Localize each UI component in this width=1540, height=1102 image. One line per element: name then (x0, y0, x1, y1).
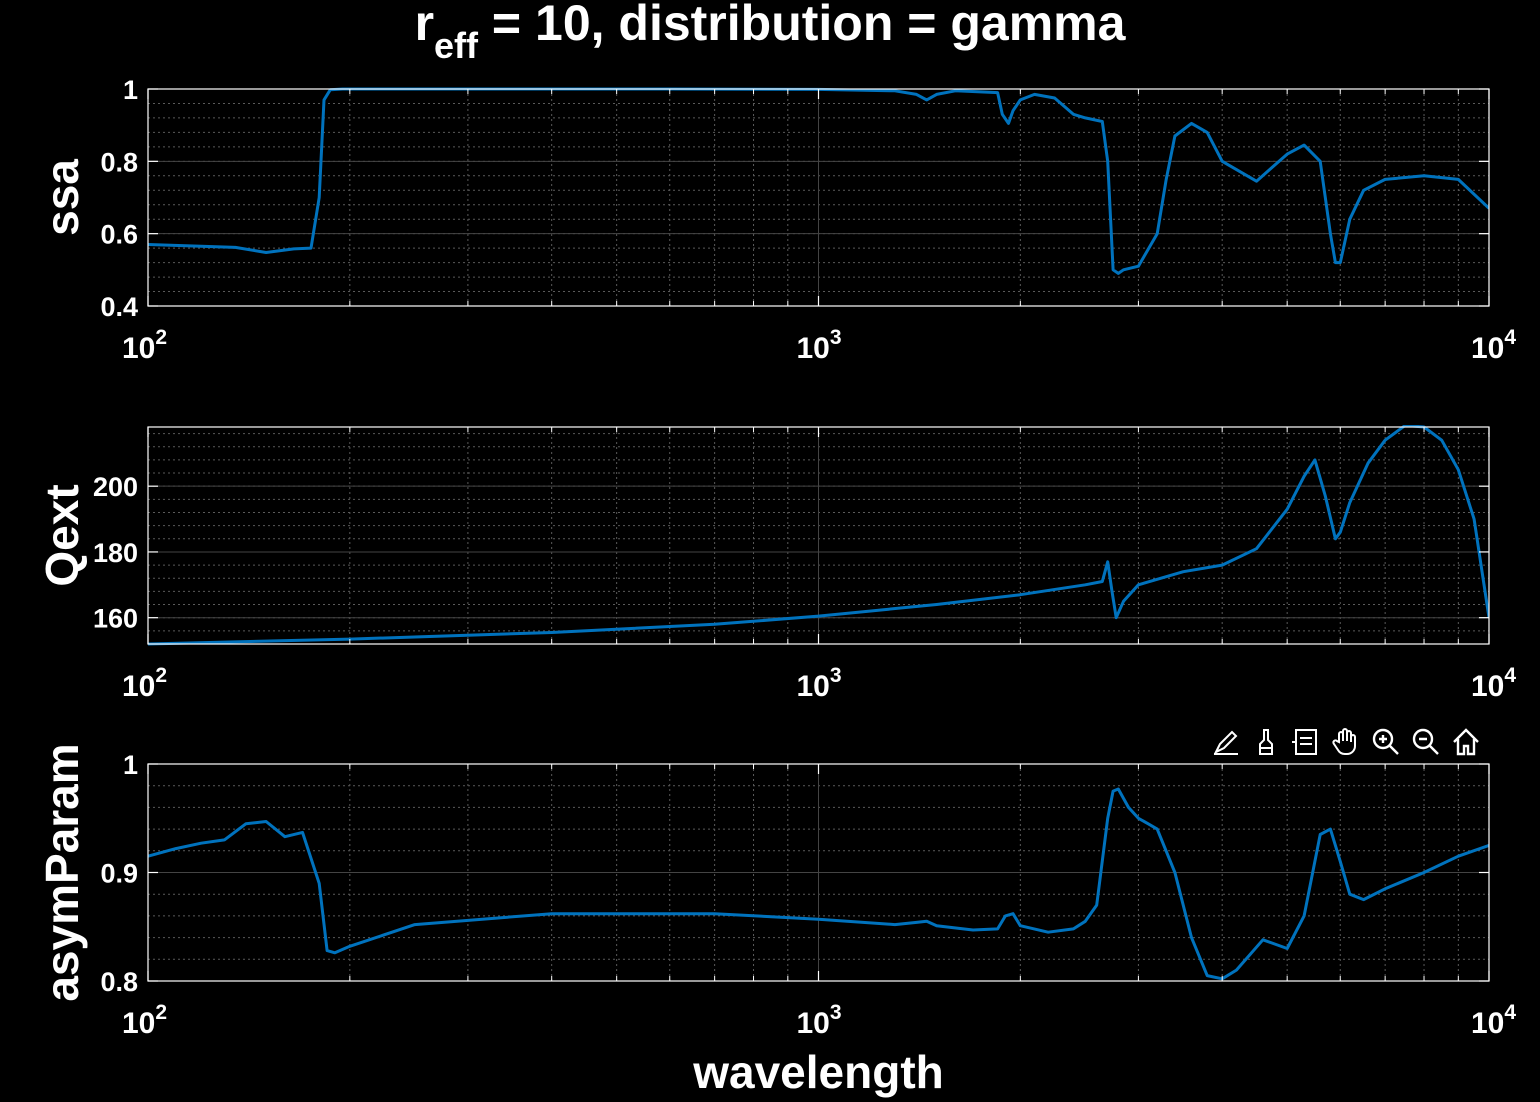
y-tick-label: 0.6 (100, 220, 138, 250)
x-tick-label: 103 (797, 1001, 842, 1040)
y-axis-label: asymParam (36, 743, 88, 1001)
edit-plot-icon[interactable] (1208, 724, 1244, 760)
y-tick-label: 1 (123, 750, 138, 780)
y-tick-label: 200 (93, 472, 138, 502)
x-tick-label: 102 (122, 664, 167, 703)
title-rest: = 10, distribution = gamma (478, 0, 1126, 51)
y-axis-label: ssa (36, 159, 88, 236)
y-tick-label: 1 (123, 75, 138, 105)
y-tick-label: 0.8 (100, 147, 138, 177)
y-tick-label: 0.9 (100, 859, 138, 889)
y-tick-label: 180 (93, 538, 138, 568)
x-tick-label: 102 (122, 1001, 167, 1040)
y-tick-label: 0.4 (100, 292, 138, 322)
x-tick-label: 104 (1471, 1001, 1516, 1040)
y-tick-label: 160 (93, 604, 138, 634)
x-tick-label: 103 (797, 326, 842, 365)
brush-icon[interactable] (1248, 724, 1284, 760)
zoom-in-icon[interactable] (1368, 724, 1404, 760)
x-axis-label: wavelength (692, 1046, 944, 1098)
y-axis-label: Qext (36, 484, 88, 586)
axes-2: 160 180 200 102 103 104 Qext (36, 425, 1516, 703)
x-tick-label: 102 (122, 326, 167, 365)
title-main: r (414, 0, 435, 51)
x-tick-label: 103 (797, 664, 842, 703)
x-tick-label: 104 (1471, 326, 1516, 365)
pan-hand-icon[interactable] (1328, 724, 1364, 760)
y-tick-label: 0.8 (100, 967, 138, 997)
title-subscript: eff (434, 25, 479, 66)
legend-icon[interactable] (1288, 724, 1324, 760)
series-line (148, 425, 1489, 646)
series-line (148, 787, 1489, 981)
axes-1: 0.4 0.6 0.8 1 102 103 104 ssa (36, 75, 1516, 365)
figure-title: reff = 10, distribution = gamma (0, 0, 1540, 67)
zoom-out-icon[interactable] (1408, 724, 1444, 760)
axes-3: 0.8 0.9 1 102 103 104 asymParam wavelength (36, 743, 1516, 1098)
x-tick-label: 104 (1471, 664, 1516, 703)
home-icon[interactable] (1448, 724, 1484, 760)
axes-toolbar (1208, 724, 1484, 760)
